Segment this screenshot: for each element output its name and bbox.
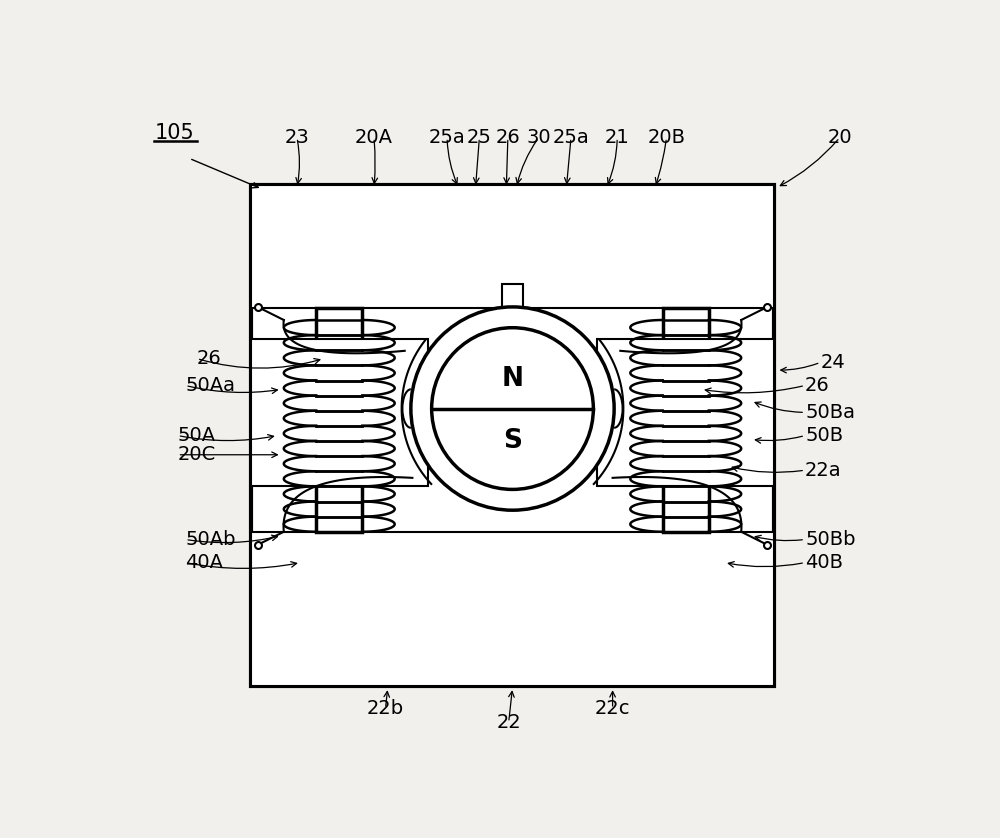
Polygon shape	[502, 284, 523, 307]
Text: 40A: 40A	[185, 553, 223, 572]
Text: 22b: 22b	[367, 700, 404, 718]
Text: 21: 21	[605, 128, 630, 147]
Bar	[316, 308, 362, 532]
Bar	[251, 185, 774, 308]
Text: 30: 30	[526, 128, 551, 147]
Text: 22: 22	[496, 713, 521, 732]
Text: 22c: 22c	[595, 700, 630, 718]
Text: 22a: 22a	[805, 461, 842, 479]
Text: 24: 24	[821, 353, 845, 372]
Text: 26: 26	[197, 349, 222, 368]
Bar	[663, 308, 709, 532]
Text: 26: 26	[805, 376, 830, 395]
Text: 50Ab: 50Ab	[185, 530, 236, 549]
Text: 20: 20	[827, 128, 852, 147]
Text: 25a: 25a	[429, 128, 465, 147]
Bar	[251, 339, 428, 485]
Text: 50B: 50B	[805, 426, 843, 445]
Text: 40B: 40B	[805, 553, 843, 572]
Text: 20A: 20A	[355, 128, 393, 147]
Text: N: N	[502, 366, 524, 392]
Text: 50Bb: 50Bb	[805, 530, 856, 549]
Bar	[251, 532, 774, 685]
Text: 20C: 20C	[178, 445, 216, 464]
Text: 50A: 50A	[178, 426, 216, 445]
Text: 23: 23	[285, 128, 309, 147]
Text: S: S	[503, 428, 522, 454]
Text: 26: 26	[496, 128, 520, 147]
Bar	[597, 339, 774, 485]
Text: 50Aa: 50Aa	[185, 376, 235, 395]
Circle shape	[411, 307, 614, 510]
Text: 50Ba: 50Ba	[805, 403, 855, 422]
Circle shape	[432, 328, 593, 489]
Text: 25: 25	[467, 128, 492, 147]
Text: 105: 105	[154, 123, 194, 143]
Bar	[251, 185, 774, 685]
Text: 25a: 25a	[553, 128, 589, 147]
Text: 20B: 20B	[648, 128, 686, 147]
